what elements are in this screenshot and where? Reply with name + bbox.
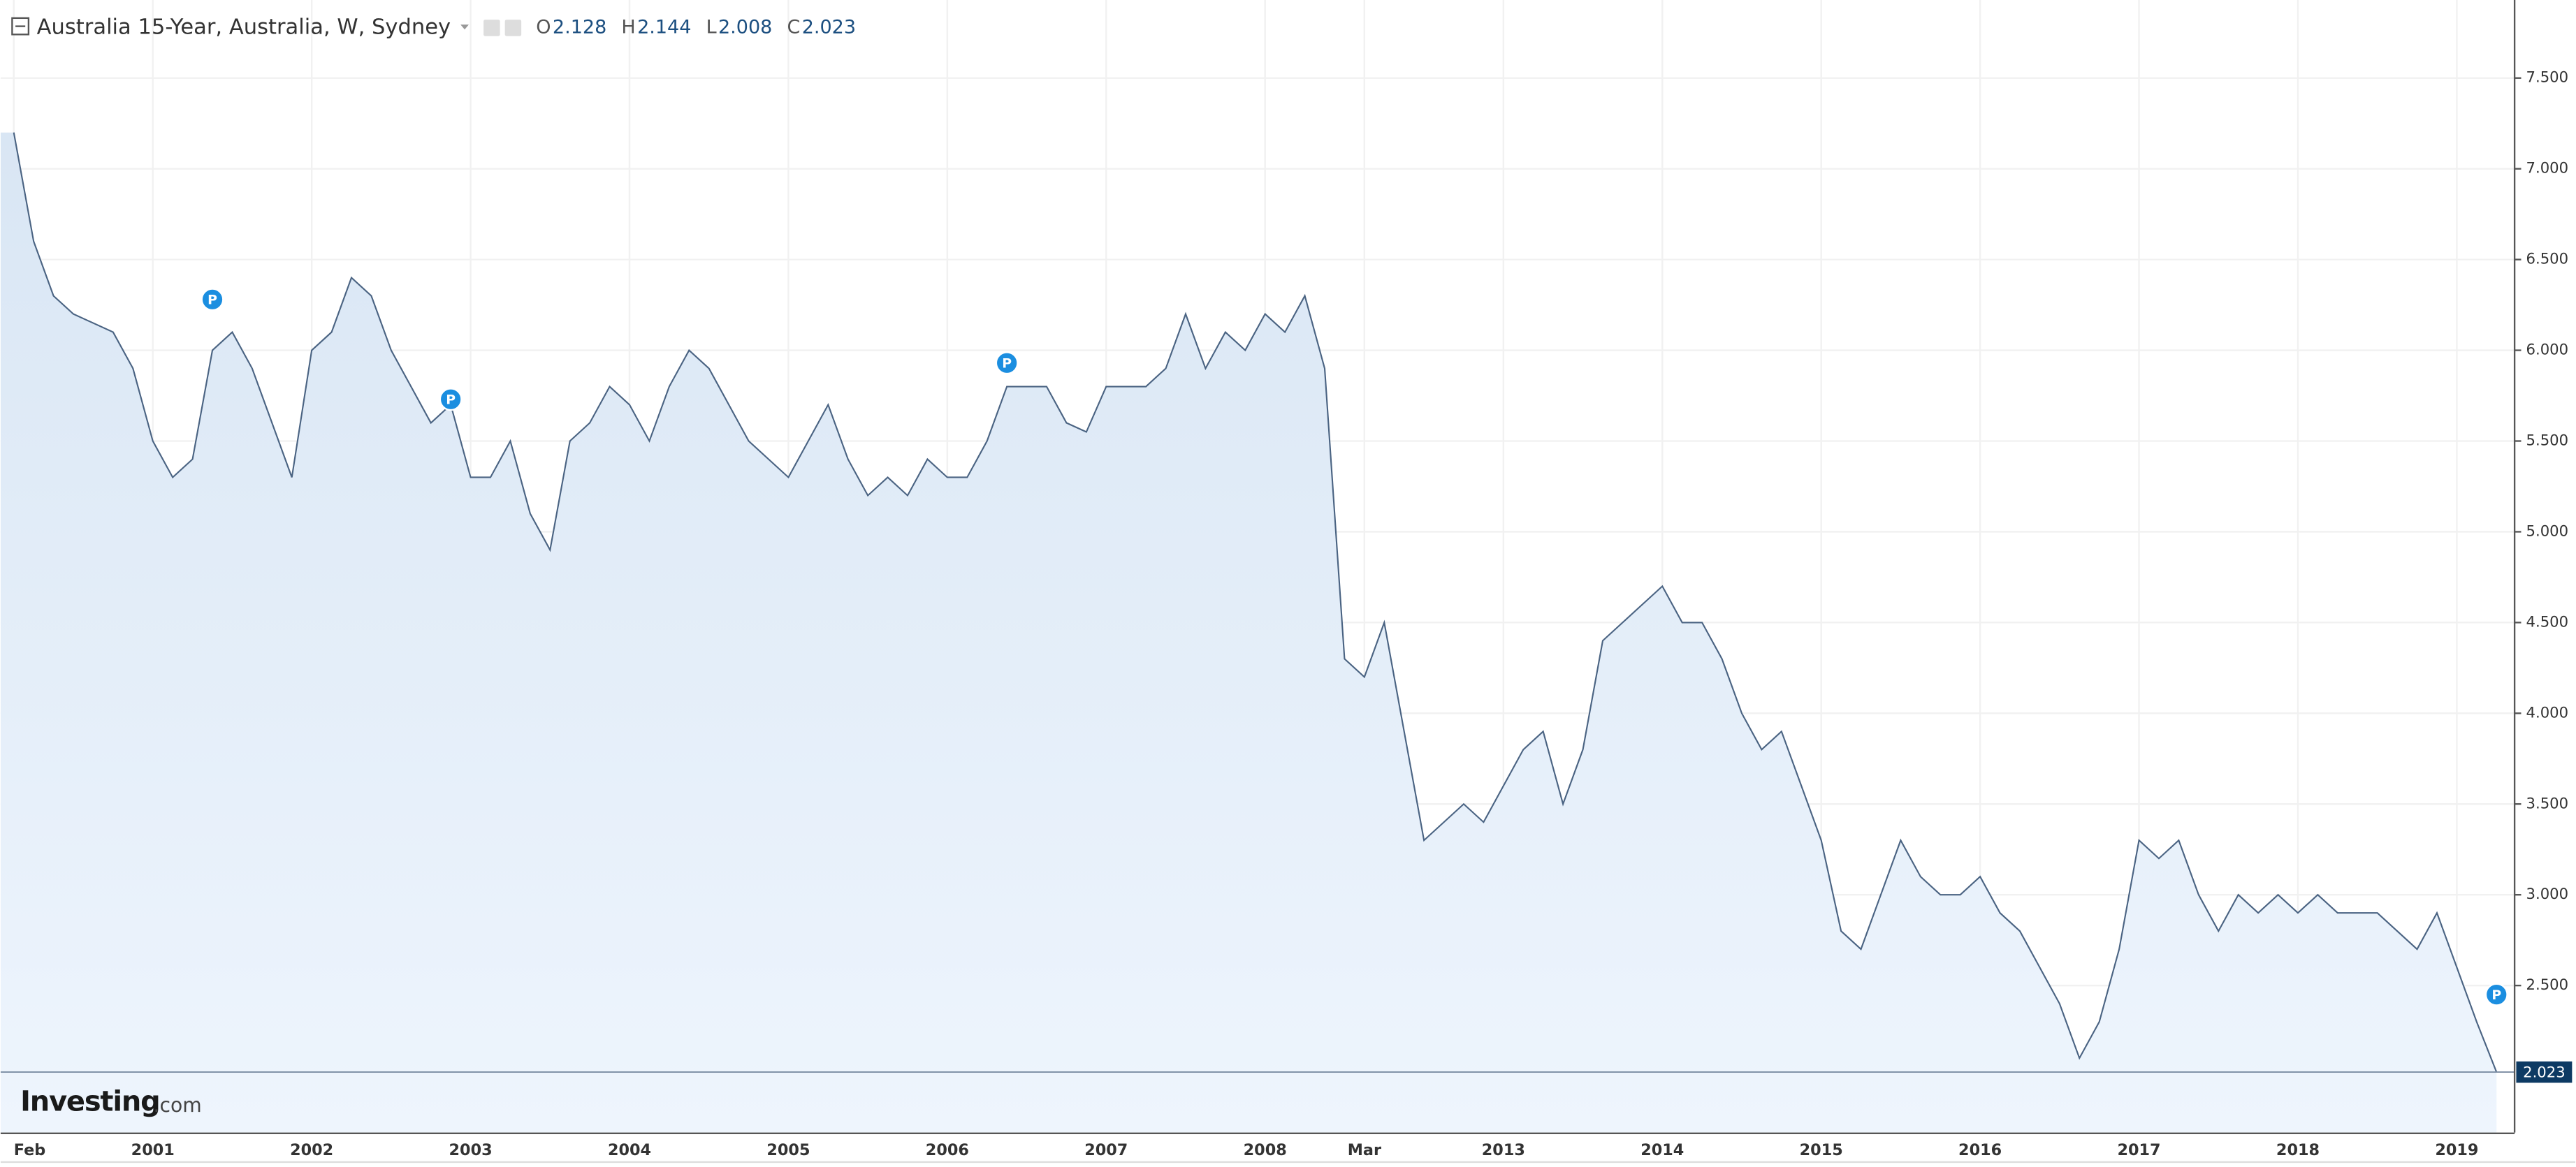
logo-suffix: .com — [154, 1094, 202, 1117]
x-tick-label: Mar — [1348, 1141, 1381, 1159]
line — [13, 132, 2498, 1073]
last-price-label: 2.023 — [2523, 1063, 2566, 1080]
dropdown-arrow — [460, 24, 469, 30]
event-marker-label: P — [2491, 988, 2501, 1003]
x-tick-label: 2018 — [2276, 1141, 2320, 1159]
event-marker-dot — [201, 288, 224, 311]
event-marker[interactable]: P — [2484, 983, 2508, 1006]
x-tick-label: 2004 — [608, 1141, 651, 1159]
y-tick-label: 6.000 — [2526, 341, 2569, 358]
event-marker-dot — [2484, 983, 2508, 1006]
y-tick-label: 5.500 — [2526, 432, 2569, 449]
chart-title: Australia 15-Year, Australia, W, Sydney — [37, 15, 451, 39]
x-tick-label: 2008 — [1244, 1141, 1287, 1159]
settings-icon — [504, 20, 522, 36]
ohlc-key: H — [621, 16, 635, 38]
logo: Investing .com — [20, 1085, 202, 1117]
settings-icon — [483, 20, 500, 36]
x-tick-label: 2007 — [1084, 1141, 1128, 1159]
last-price-box — [2516, 1061, 2573, 1083]
ohlc-key: L — [706, 16, 717, 38]
x-tick-label: 2001 — [131, 1141, 175, 1159]
event-marker[interactable]: P — [995, 351, 1019, 375]
x-tick-label: 2003 — [449, 1141, 493, 1159]
y-tick-label: 4.000 — [2526, 703, 2569, 721]
event-marker-label: P — [208, 293, 217, 307]
x-tick-label: 2013 — [1482, 1141, 1525, 1159]
y-tick-label: 3.500 — [2526, 794, 2569, 812]
y-tick-label: 7.500 — [2526, 68, 2569, 86]
ohlc: O 2.128 H 2.144 L 2.008 C 2.023 — [483, 16, 856, 38]
event-marker-dot — [995, 351, 1019, 375]
y-tick-label: 2.500 — [2526, 976, 2569, 993]
event-marker-label: P — [446, 392, 456, 407]
event-marker[interactable]: P — [201, 288, 224, 311]
y-tick-label: 6.500 — [2526, 250, 2569, 267]
x-tick-label: 2005 — [766, 1141, 810, 1159]
x-tick-label: 2002 — [290, 1141, 333, 1159]
x-tick-label: Feb — [14, 1141, 45, 1159]
y-tick-label: 4.500 — [2526, 612, 2569, 630]
ohlc-value: 2.144 — [637, 16, 691, 38]
x-tick-label: 2019 — [2435, 1141, 2478, 1159]
x-tick-label: 2017 — [2117, 1141, 2160, 1159]
x-tick-label: 2014 — [1640, 1141, 1684, 1159]
ohlc-key: O — [536, 16, 551, 38]
ohlc-value: 2.128 — [553, 16, 606, 38]
plot: 2.023 P P P P — [0, 132, 2573, 1133]
header: Australia 15-Year, Australia, W, Sydney … — [11, 15, 856, 39]
event-marker-dot — [439, 388, 463, 411]
y-tick-label: 3.000 — [2526, 885, 2569, 902]
ohlc-key: C — [787, 16, 800, 38]
y-tick-label: 5.000 — [2526, 522, 2569, 539]
event-marker-label: P — [1002, 356, 1012, 371]
y-tick-label: 7.000 — [2526, 159, 2569, 177]
ohlc-value: 2.023 — [802, 16, 856, 38]
ohlc-value: 2.008 — [718, 16, 772, 38]
event-marker[interactable]: P — [439, 388, 463, 411]
x-tick-label: 2006 — [926, 1141, 969, 1159]
logo-main: Investing — [20, 1085, 159, 1117]
area-fill — [0, 132, 2497, 1133]
x-tick-label: 2016 — [1958, 1141, 2002, 1159]
x-tick-label: 2015 — [1800, 1141, 1843, 1159]
